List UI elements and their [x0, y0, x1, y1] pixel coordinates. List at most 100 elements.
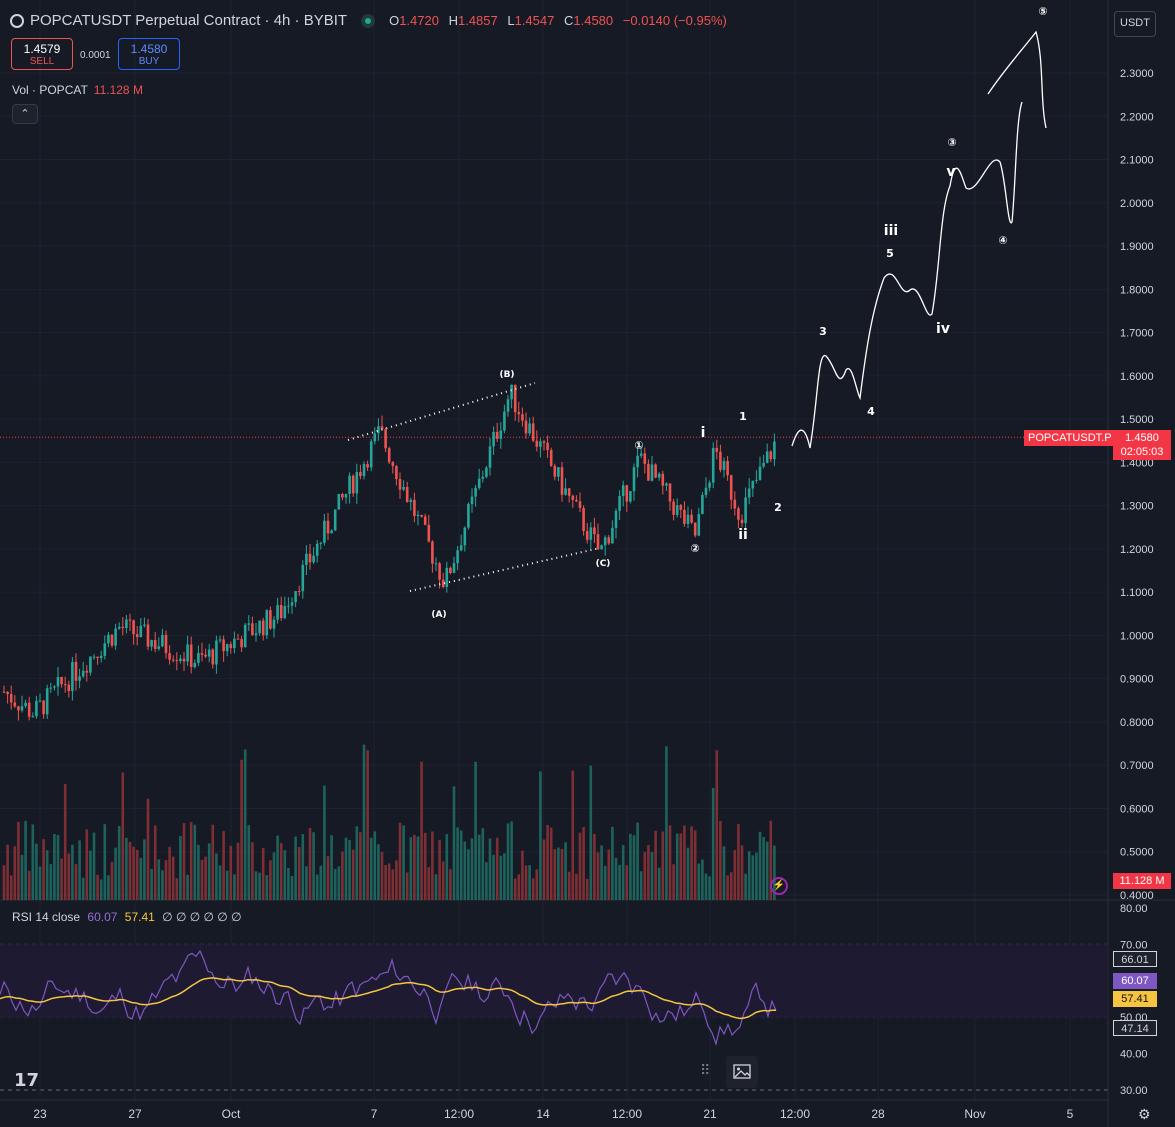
candle-body — [330, 530, 333, 534]
chart-title[interactable]: POPCATUSDT Perpetual Contract · 4h · BYB… — [30, 12, 348, 29]
settings-gear-icon[interactable]: ⚙ — [1138, 1106, 1151, 1122]
chevron-up-icon[interactable]: ⌃ — [12, 104, 38, 124]
rsi-empty-values: ∅ ∅ ∅ ∅ ∅ ∅ — [162, 910, 242, 924]
candle-body — [35, 700, 38, 717]
ohlc-change: −0.0140 (−0.95%) — [622, 13, 727, 28]
wave-label: iv — [936, 321, 950, 337]
volume-bar — [359, 832, 362, 900]
wave-label: ② — [690, 542, 699, 555]
price-tick-label: 1.3000 — [1120, 501, 1154, 513]
wave-label: ii — [738, 527, 748, 543]
sell-button[interactable]: 1.4579 SELL — [11, 38, 73, 70]
volume-bar — [308, 827, 312, 900]
wave-label: ① — [634, 439, 643, 452]
price-tick-label: 1.2000 — [1120, 544, 1154, 556]
candle-body — [366, 464, 369, 468]
candle-body — [391, 462, 395, 467]
volume-bar — [481, 828, 485, 900]
candle-body — [150, 640, 153, 647]
candle-body — [341, 494, 344, 498]
volume-bar — [74, 864, 78, 900]
price-tick-label: 1.9000 — [1120, 241, 1154, 253]
candle-body — [654, 464, 657, 478]
volume-bar — [107, 875, 110, 900]
time-tick-label: 27 — [128, 1107, 142, 1121]
rsi-params: 14 close — [35, 910, 81, 924]
volume-bar — [243, 749, 247, 900]
volume-bar — [150, 868, 153, 900]
candle-body — [431, 541, 434, 564]
volume-legend[interactable]: Vol · POPCAT 11.128 M — [12, 83, 143, 97]
volume-label: Vol · POPCAT — [12, 83, 88, 97]
volume-bar — [427, 867, 431, 900]
candle-body — [758, 466, 762, 480]
candle-body — [164, 634, 168, 654]
volume-bar — [456, 827, 459, 900]
ohlc-readout: O1.4720 H1.4857 L1.4547 C1.4580 −0.0140 … — [389, 13, 733, 28]
candle-body — [686, 514, 690, 524]
volume-bar — [294, 836, 297, 900]
volume-bar — [665, 746, 668, 900]
candle-body — [193, 662, 197, 668]
rsi-legend[interactable]: RSI 14 close 60.07 57.41 ∅ ∅ ∅ ∅ ∅ ∅ — [12, 910, 242, 924]
volume-bar — [351, 849, 355, 900]
elliott-wave-drawings — [347, 30, 1047, 592]
candle-body — [99, 655, 103, 659]
rsi-tick-label: 70.00 — [1120, 939, 1148, 951]
candle-body — [2, 691, 6, 693]
candle-body — [672, 501, 675, 515]
candle-body — [420, 514, 423, 517]
volume-bar — [186, 874, 189, 900]
candle-body — [463, 527, 467, 546]
volume-bar — [330, 835, 333, 900]
lightning-icon[interactable]: ⚡ — [770, 877, 788, 895]
volume-bar — [438, 839, 441, 900]
volume-bar — [744, 873, 747, 900]
currency-selector[interactable]: USDT — [1114, 11, 1156, 37]
volume-bar — [643, 852, 647, 900]
volume-bar — [45, 850, 49, 900]
tradingview-logo-icon[interactable]: 17 — [14, 1070, 40, 1091]
wave-label: 1 — [739, 410, 747, 423]
volume-bar — [348, 840, 351, 900]
market-status-icon — [361, 13, 376, 28]
candle-body — [621, 485, 625, 496]
volume-bar — [189, 822, 193, 900]
volume-bar — [513, 878, 517, 900]
rsi-upper-badge: 66.01 — [1113, 951, 1157, 967]
volume-bar — [114, 847, 117, 900]
volume-bar — [67, 853, 71, 900]
volume-bar — [337, 866, 341, 900]
image-icon[interactable] — [726, 1056, 758, 1088]
volume-bar — [542, 839, 546, 900]
time-tick-label: 23 — [33, 1107, 47, 1121]
buy-button[interactable]: 1.4580 BUY — [118, 38, 180, 70]
volume-bar — [603, 865, 607, 900]
volume-bar — [751, 855, 755, 900]
candle-body — [236, 638, 240, 640]
volume-bar — [117, 826, 121, 900]
candle-body — [308, 553, 312, 563]
candle-body — [729, 475, 733, 500]
time-tick-label: Oct — [222, 1107, 241, 1121]
candle-body — [269, 610, 272, 629]
time-tick-label: 12:00 — [612, 1107, 642, 1121]
rsi-lines — [0, 949, 777, 1046]
candle-body — [603, 537, 607, 546]
volume-bar — [729, 872, 733, 900]
volume-bar — [503, 853, 506, 900]
drag-grip-icon[interactable]: ⠿ — [700, 1062, 711, 1078]
volume-bar — [585, 878, 589, 900]
rsi-value-badge: 60.07 — [1113, 973, 1157, 989]
volume-bar — [463, 841, 467, 900]
candle-body — [398, 479, 402, 490]
candle-body — [125, 619, 128, 629]
volume-bar — [531, 878, 535, 900]
candle-body — [708, 482, 711, 488]
volume-bar — [2, 865, 6, 900]
volume-bar — [395, 860, 398, 900]
candle-body — [625, 485, 629, 502]
volume-bar — [755, 852, 758, 900]
